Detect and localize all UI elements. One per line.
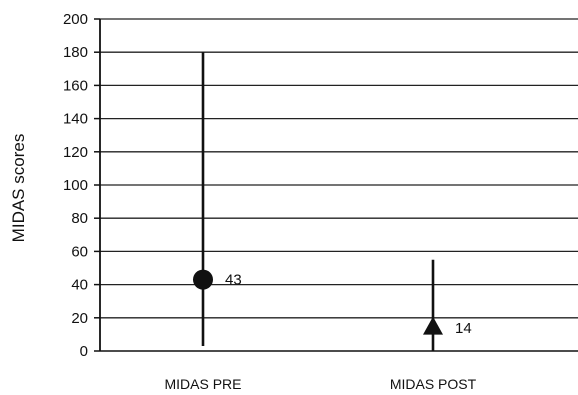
x-category-label: MIDAS PRE [164,376,241,392]
y-tick-label: 180 [63,44,88,61]
gridlines [100,18,578,319]
axes: MIDAS scores [9,18,578,352]
y-tick-label: 120 [63,144,88,161]
x-category-labels: MIDAS PRE MIDAS POST [164,376,476,392]
y-axis-title: MIDAS scores [9,134,28,243]
data-point-triangle [423,316,443,335]
data-label: 43 [225,272,242,289]
data-points: 43 14 [193,52,472,351]
y-tick-label: 160 [63,77,88,94]
data-label: 14 [455,320,472,337]
y-tick-label: 200 [63,11,88,28]
y-tick-label: 0 [80,343,88,360]
x-category-label: MIDAS POST [390,376,477,392]
y-tick-label: 60 [71,243,88,260]
y-tick-label: 140 [63,111,88,128]
y-tick-label: 40 [71,277,88,294]
y-tick-label: 20 [71,310,88,327]
y-tick-label: 100 [63,177,88,194]
data-point-circle [193,269,213,290]
y-tick-label: 80 [71,210,88,227]
y-tick-labels: 0 20 40 60 80 100 120 140 160 180 200 [63,11,88,360]
